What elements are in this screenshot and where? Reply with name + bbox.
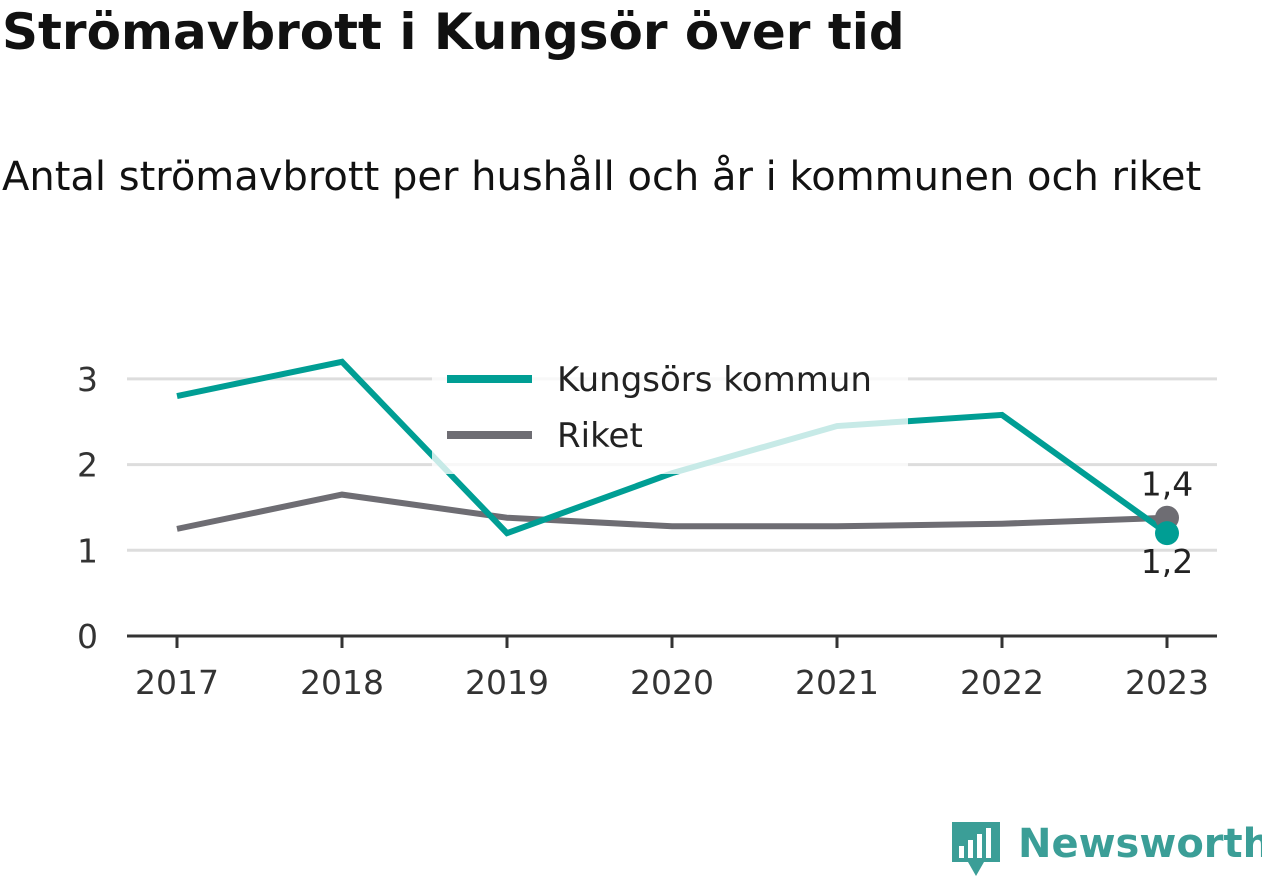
endpoint-markers	[1155, 505, 1179, 546]
legend-label-kungsor: Kungsörs kommun	[557, 360, 872, 400]
chart-title: Strömavbrott i Kungsör över tid	[2, 3, 905, 61]
y-axis-ticks: 0 1 2 3	[77, 360, 98, 656]
endpoint-marker-kungsor	[1155, 521, 1179, 546]
x-tick-label: 2018	[300, 663, 384, 702]
x-tick-label: 2023	[1125, 663, 1209, 702]
y-tick-label: 2	[77, 446, 98, 485]
end-label-riket: 1,4	[1141, 465, 1193, 504]
x-tick-label: 2020	[630, 663, 714, 702]
x-tick-label: 2021	[795, 663, 879, 702]
x-axis-ticks: 2017 2018 2019 2020 2021 2022 2023	[135, 636, 1209, 702]
legend-background	[432, 346, 908, 474]
y-tick-label: 0	[77, 617, 98, 656]
end-label-kungsor: 1,2	[1141, 542, 1193, 581]
legend: Kungsörs kommun Riket	[432, 346, 908, 474]
chart-subtitle: Antal strömavbrott per hushåll och år i …	[2, 154, 1202, 200]
y-tick-label: 3	[77, 360, 98, 399]
legend-label-riket: Riket	[557, 416, 643, 456]
x-tick-label: 2019	[465, 663, 549, 702]
x-tick-label: 2017	[135, 663, 219, 702]
newsworthy-logo-icon	[952, 822, 1000, 876]
brand-name: Newsworthy	[1018, 821, 1262, 867]
y-tick-label: 1	[77, 531, 98, 570]
brand-logo[interactable]: Newsworthy	[952, 821, 1262, 876]
x-tick-label: 2022	[960, 663, 1044, 702]
series-line-riket	[176, 491, 1168, 532]
